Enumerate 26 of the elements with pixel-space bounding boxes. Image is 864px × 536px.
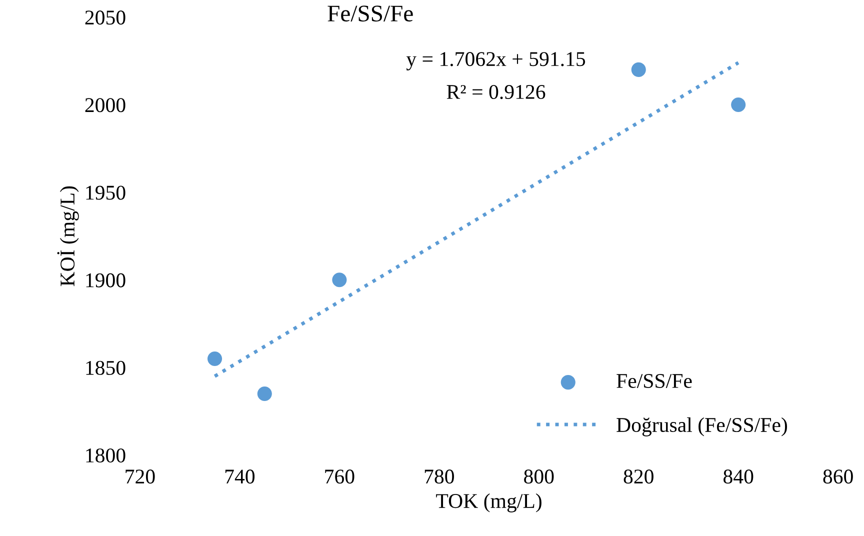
point: [207, 351, 222, 366]
y-tick-label: 2000: [85, 98, 126, 112]
x-tick-label: 760: [325, 470, 354, 484]
x-tick-label: 840: [724, 470, 754, 484]
legend-label: Fe/SS/Fe: [616, 374, 692, 388]
legend-label: Doğrusal (Fe/SS/Fe): [616, 417, 788, 436]
point: [631, 62, 646, 77]
x-tick-label: 860: [823, 470, 853, 484]
y-tick-label: 1950: [86, 186, 126, 200]
point: [257, 386, 272, 402]
annotation: R² = 0.9126: [446, 84, 546, 100]
y-tick-label: 1800: [86, 448, 126, 462]
x-tick-label: 780: [424, 470, 454, 484]
point: [731, 97, 746, 112]
y-tick-label: 1850: [86, 360, 126, 375]
x-tick-label: 820: [624, 470, 654, 484]
y-tick-label: 1900: [86, 273, 126, 288]
annotation: y = 1.7062x + 591.15: [406, 52, 586, 70]
chart-title: Fe/SS/Fe: [328, 6, 413, 22]
y-axis-title: KOİ (mg/L): [57, 186, 79, 286]
x-axis-title: TOK (mg/L): [436, 493, 542, 512]
y-tick-label: 2050: [85, 10, 126, 25]
point: [332, 272, 347, 288]
x-tick-label: 800: [524, 470, 554, 484]
x-tick-label: 740: [225, 470, 255, 484]
x-tick-label: 720: [126, 470, 155, 484]
